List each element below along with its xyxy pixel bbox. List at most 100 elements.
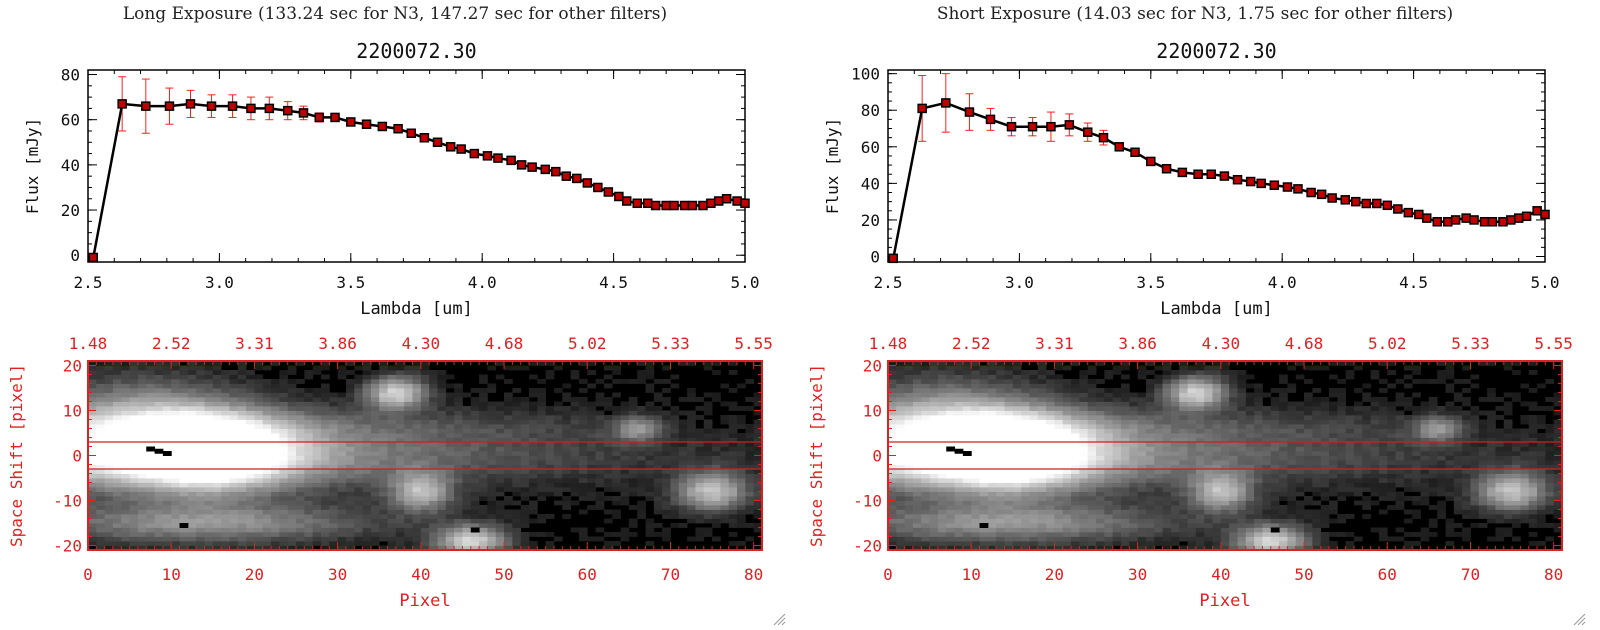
image-pixel bbox=[662, 365, 671, 371]
image-pixel bbox=[454, 523, 463, 528]
image-pixel bbox=[737, 469, 746, 474]
image-pixel bbox=[904, 455, 914, 461]
image-pixel bbox=[162, 545, 172, 551]
image-pixel bbox=[296, 518, 305, 524]
image-pixel bbox=[979, 464, 989, 470]
image-pixel bbox=[1104, 455, 1114, 461]
image-pixel bbox=[921, 419, 930, 425]
image-pixel bbox=[404, 491, 413, 497]
image-pixel bbox=[121, 487, 130, 492]
image-pixel bbox=[537, 473, 547, 479]
image-pixel bbox=[154, 473, 164, 479]
image-pixel bbox=[678, 460, 688, 465]
image-pixel bbox=[162, 518, 172, 524]
image-pixel bbox=[912, 415, 922, 420]
image-pixel bbox=[896, 532, 906, 537]
image-pixel bbox=[462, 518, 472, 524]
image-pixel bbox=[904, 523, 914, 528]
image-pixel bbox=[420, 469, 430, 474]
resize-grip-icon[interactable] bbox=[772, 612, 786, 626]
image-pixel bbox=[1029, 383, 1039, 389]
image-pixel bbox=[637, 460, 646, 465]
image-pixel bbox=[728, 518, 738, 524]
image-pixel bbox=[971, 433, 980, 438]
image-pixel bbox=[745, 500, 755, 506]
image-pixel bbox=[479, 388, 488, 393]
image-pixel bbox=[229, 541, 239, 546]
image-pixel bbox=[662, 446, 671, 452]
image-pixel bbox=[221, 491, 230, 497]
data-point bbox=[117, 99, 127, 109]
image-pixel bbox=[628, 487, 638, 492]
image-pixel bbox=[495, 473, 505, 479]
data-point bbox=[1098, 132, 1109, 143]
image-pixel bbox=[888, 487, 897, 492]
y-tick-label: 80 bbox=[861, 101, 880, 120]
image-pixel bbox=[187, 469, 197, 474]
image-pixel bbox=[304, 487, 314, 492]
image-pixel bbox=[262, 496, 272, 501]
image-pixel bbox=[912, 455, 922, 461]
image-pixel bbox=[279, 473, 289, 479]
image-pixel bbox=[437, 473, 447, 479]
image-pixel bbox=[1021, 433, 1030, 438]
data-point bbox=[445, 142, 456, 152]
image-pixel bbox=[179, 473, 189, 479]
image-pixel bbox=[212, 428, 222, 434]
image-pixel bbox=[187, 532, 197, 537]
image-pixel bbox=[529, 532, 538, 537]
image-pixel bbox=[171, 455, 180, 461]
image-pixel bbox=[504, 433, 513, 438]
image-pixel bbox=[1096, 482, 1105, 488]
image-pixel bbox=[304, 374, 314, 380]
image-pixel bbox=[904, 397, 914, 402]
image-pixel bbox=[1046, 532, 1055, 537]
image-pixel bbox=[987, 518, 997, 524]
image-pixel bbox=[445, 469, 455, 474]
image-pixel bbox=[578, 536, 588, 542]
image-pixel bbox=[946, 365, 955, 371]
image-pixel bbox=[979, 433, 989, 438]
image-pixel bbox=[720, 442, 730, 447]
image-pixel bbox=[121, 478, 130, 483]
image-pixel bbox=[179, 370, 189, 375]
image-pixel bbox=[246, 487, 255, 492]
image-pixel bbox=[662, 478, 671, 483]
image-pixel bbox=[246, 464, 255, 470]
image-pixel bbox=[495, 469, 505, 474]
image-pixel bbox=[562, 410, 572, 416]
image-pixel bbox=[904, 424, 914, 429]
image-pixel bbox=[745, 523, 755, 528]
image-pixel bbox=[329, 541, 339, 546]
image-pixel bbox=[171, 379, 180, 384]
image-pixel bbox=[262, 514, 272, 519]
image-pixel bbox=[520, 523, 530, 528]
image-pixel bbox=[954, 505, 964, 510]
image-pixel bbox=[687, 451, 696, 456]
image-pixel bbox=[728, 433, 738, 438]
panel-figure: 2200072.302.5 3.0 3.5 4.0 4.5 5.0020406080Lam… bbox=[7, 39, 773, 611]
image-pixel bbox=[720, 464, 730, 470]
image-pixel bbox=[578, 469, 588, 474]
image-pixel bbox=[154, 433, 164, 438]
image-pixel bbox=[904, 505, 914, 510]
image-pixel bbox=[628, 473, 638, 479]
image-pixel bbox=[896, 545, 906, 551]
image-pixel bbox=[603, 442, 613, 447]
image-pixel bbox=[1062, 406, 1072, 411]
image-pixel bbox=[312, 451, 322, 456]
image-pixel bbox=[462, 482, 472, 488]
image-pixel bbox=[1021, 496, 1030, 501]
image-pixel bbox=[912, 518, 922, 524]
image-pixel bbox=[703, 514, 713, 519]
image-pixel bbox=[495, 361, 505, 366]
image-pixel bbox=[753, 437, 763, 443]
image-pixel bbox=[1046, 388, 1055, 393]
image-pixel bbox=[429, 455, 438, 461]
image-pixel bbox=[912, 545, 922, 551]
image-pixel bbox=[254, 464, 264, 470]
image-pixel bbox=[695, 518, 705, 524]
image-pixel bbox=[1029, 446, 1039, 452]
image-pixel bbox=[254, 374, 264, 380]
image-pixel bbox=[171, 505, 180, 510]
